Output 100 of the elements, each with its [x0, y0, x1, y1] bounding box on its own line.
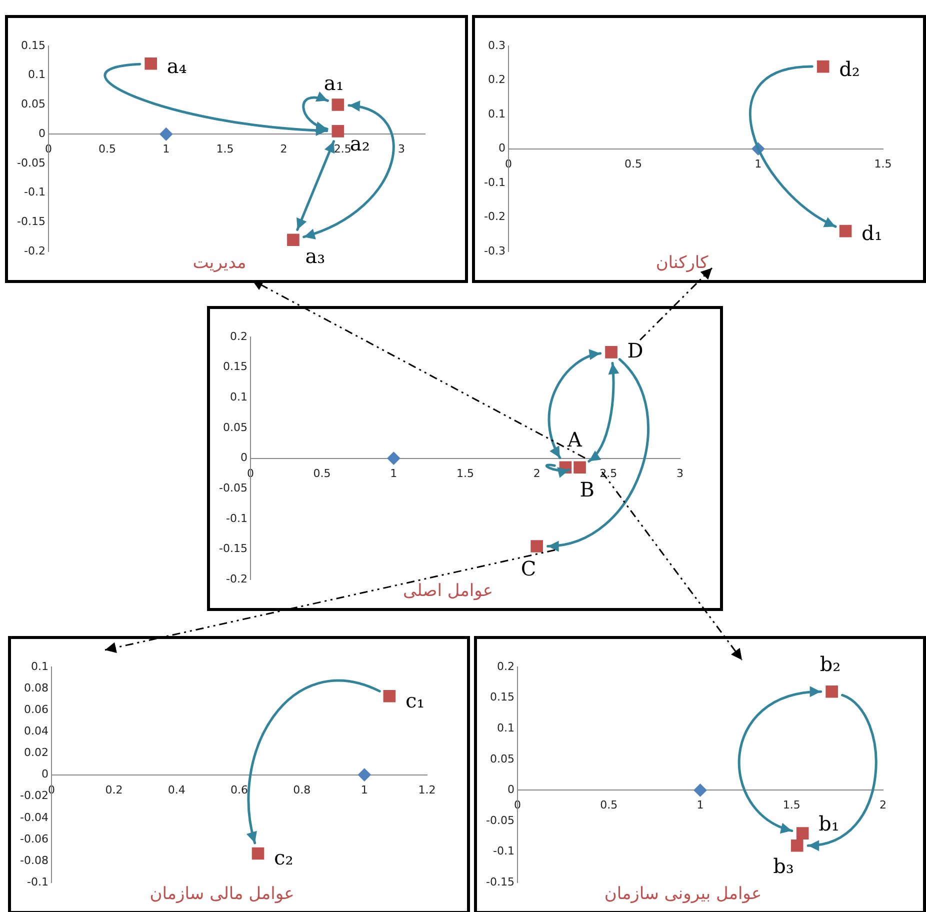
point	[332, 125, 344, 138]
x-tick-label: 3	[398, 142, 405, 156]
point	[144, 57, 157, 70]
point	[605, 346, 618, 358]
y-tick-label: 0.2	[496, 660, 514, 673]
y-tick-label: -0.15	[486, 875, 514, 888]
series-label: b₂	[820, 652, 841, 676]
y-tick-label: -0.05	[486, 814, 514, 827]
series-label: D	[627, 338, 644, 362]
series-label: A	[566, 428, 582, 452]
x-tick-label: 1	[696, 798, 704, 812]
point	[387, 452, 400, 465]
y-tick-label: -0.1	[24, 186, 46, 199]
series-label: a₂	[350, 131, 370, 156]
y-tick-label: 0.1	[496, 721, 514, 734]
y-tick-label: 0.3	[488, 38, 506, 52]
point	[826, 685, 838, 698]
x-tick-label: 0.8	[293, 783, 311, 796]
series-label: B	[580, 478, 594, 502]
point	[574, 461, 586, 474]
x-tick-label: 0.5	[98, 142, 116, 156]
point	[530, 540, 543, 552]
x-tick-label: 1	[162, 142, 170, 156]
x-tick-label: 1.5	[782, 798, 800, 812]
y-tick-label: -0.04	[20, 810, 48, 824]
x-tick-label: 2	[880, 798, 886, 812]
x-tick-label: 0.4	[168, 783, 186, 796]
x-tick-label: 0.5	[600, 798, 618, 812]
point	[383, 690, 396, 702]
series-label: b₃	[773, 854, 794, 878]
y-tick-label: -0.05	[16, 156, 46, 170]
x-tick-label: 1.5	[456, 466, 474, 480]
x-tick-label: 1	[360, 783, 368, 796]
x-tick-label: 1	[754, 157, 762, 170]
series-label: a₁	[324, 70, 344, 95]
y-tick-label: 0.08	[24, 681, 48, 694]
y-tick-label: -0.02	[20, 789, 48, 802]
text: عوامل بیرونی سازمان	[604, 884, 762, 904]
y-tick-label: -0.05	[218, 481, 248, 494]
y-tick-label: -0.1	[484, 176, 506, 189]
point	[358, 768, 371, 782]
y-tick-label: 0	[41, 768, 48, 781]
y-tick-label: -0.2	[484, 210, 506, 224]
x-tick-label: 2	[280, 142, 288, 156]
y-tick-label: 0.06	[24, 702, 48, 716]
y-tick-label: 0.05	[20, 98, 46, 111]
y-tick-label: 0.15	[20, 38, 46, 52]
y-tick-label: -0.15	[16, 215, 46, 228]
text: عوامل اصلی	[403, 581, 493, 602]
series-label: d₁	[862, 221, 882, 246]
y-tick-label: 0.04	[24, 724, 48, 738]
y-tick-label: 0.15	[222, 360, 248, 374]
point	[790, 839, 804, 852]
series-label: d₂	[839, 56, 860, 81]
x-tick-label: 2	[533, 466, 540, 480]
y-tick-label: -0.2	[226, 572, 248, 586]
text: کارکنان	[656, 253, 710, 274]
point	[287, 234, 300, 246]
point	[332, 98, 344, 111]
x-tick-label: 1.2	[418, 783, 436, 796]
point	[252, 847, 264, 860]
text: مدیریت	[192, 253, 246, 274]
y-tick-label: -0.2	[24, 244, 46, 258]
y-tick-label: 0	[38, 126, 46, 140]
y-tick-label: -0.08	[20, 854, 48, 867]
x-tick-label: 1.5	[216, 142, 234, 156]
series-label: b₁	[818, 812, 840, 836]
x-tick-label: 0.6	[230, 783, 248, 796]
y-tick-label: 0.1	[30, 660, 48, 673]
x-tick-label: 1.5	[874, 157, 892, 170]
x-tick-label: 1	[390, 466, 398, 480]
x-tick-label: 2.5	[334, 142, 352, 156]
x-tick-label: 3	[676, 466, 684, 480]
point	[839, 224, 852, 238]
y-tick-label: 0	[240, 451, 248, 464]
y-tick-label: 0.02	[24, 746, 48, 760]
x-tick-label: 0.5	[624, 157, 642, 170]
x-tick-label: 0.5	[313, 466, 331, 480]
y-tick-label: 0.2	[488, 73, 506, 86]
x-tick-label: 0.2	[105, 783, 123, 796]
series-label: c₂	[274, 846, 294, 870]
series-label: a₄	[166, 54, 187, 78]
series-label: c₁	[405, 688, 425, 712]
y-tick-label: 0.1	[28, 68, 46, 82]
y-tick-label: -0.1	[492, 844, 514, 858]
point	[816, 60, 830, 73]
y-tick-label: 0.05	[490, 752, 514, 766]
point	[160, 128, 173, 141]
point	[694, 784, 707, 797]
y-tick-label: 0.2	[230, 330, 248, 343]
y-tick-label: 0.1	[230, 390, 248, 404]
text: عوامل مالی سازمان	[150, 884, 294, 904]
series-label: C	[520, 556, 536, 580]
y-tick-label: -0.1	[226, 512, 248, 525]
y-tick-label: 0.05	[222, 420, 248, 434]
y-tick-label: 0.15	[490, 690, 514, 704]
y-tick-label: -0.06	[20, 832, 48, 846]
y-tick-label: -0.3	[484, 244, 506, 258]
y-tick-label: -0.1	[26, 875, 48, 888]
y-tick-label: 0.1	[488, 107, 506, 120]
